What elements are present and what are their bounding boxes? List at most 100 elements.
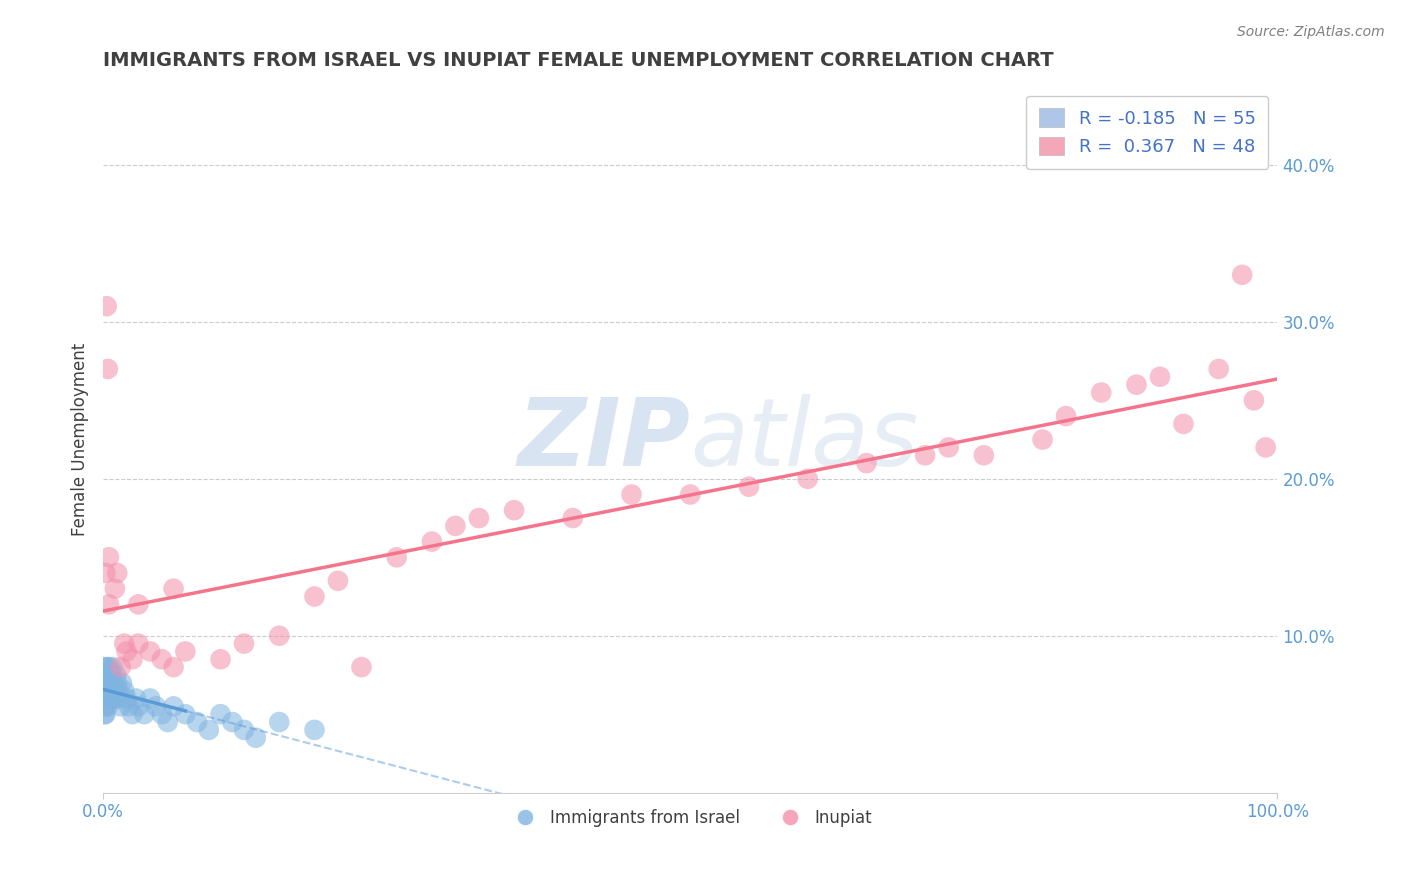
Point bbox=[174, 707, 197, 722]
Point bbox=[100, 668, 122, 682]
Point bbox=[104, 582, 127, 596]
Point bbox=[112, 637, 135, 651]
Point bbox=[420, 534, 443, 549]
Point bbox=[110, 699, 132, 714]
Point bbox=[112, 683, 135, 698]
Point bbox=[94, 683, 117, 698]
Point bbox=[468, 511, 491, 525]
Point bbox=[186, 714, 208, 729]
Point bbox=[1173, 417, 1195, 431]
Point bbox=[209, 707, 232, 722]
Point bbox=[96, 660, 118, 674]
Point bbox=[1208, 362, 1230, 376]
Text: IMMIGRANTS FROM ISRAEL VS INUPIAT FEMALE UNEMPLOYMENT CORRELATION CHART: IMMIGRANTS FROM ISRAEL VS INUPIAT FEMALE… bbox=[103, 51, 1053, 70]
Point bbox=[444, 519, 467, 533]
Point bbox=[121, 707, 143, 722]
Point bbox=[110, 660, 132, 674]
Point bbox=[738, 480, 761, 494]
Point bbox=[1031, 433, 1053, 447]
Point bbox=[162, 660, 184, 674]
Point bbox=[93, 691, 115, 706]
Point bbox=[1254, 441, 1277, 455]
Point bbox=[96, 299, 118, 313]
Point bbox=[233, 723, 256, 737]
Point bbox=[198, 723, 221, 737]
Point bbox=[127, 699, 149, 714]
Point bbox=[93, 660, 115, 674]
Point bbox=[174, 644, 197, 658]
Point bbox=[98, 691, 121, 706]
Point bbox=[1090, 385, 1112, 400]
Point bbox=[98, 675, 121, 690]
Point bbox=[1054, 409, 1077, 423]
Point bbox=[150, 707, 173, 722]
Point bbox=[134, 707, 156, 722]
Point bbox=[118, 699, 141, 714]
Point bbox=[561, 511, 583, 525]
Point bbox=[304, 723, 326, 737]
Point bbox=[97, 675, 120, 690]
Point bbox=[326, 574, 349, 588]
Point bbox=[1230, 268, 1253, 282]
Point bbox=[620, 487, 643, 501]
Point bbox=[94, 699, 117, 714]
Point bbox=[98, 660, 121, 674]
Point bbox=[105, 566, 128, 580]
Point bbox=[101, 683, 124, 698]
Point bbox=[221, 714, 243, 729]
Point bbox=[97, 699, 120, 714]
Point bbox=[1125, 377, 1147, 392]
Point bbox=[269, 714, 291, 729]
Point bbox=[245, 731, 267, 745]
Point bbox=[115, 644, 138, 658]
Point bbox=[796, 472, 818, 486]
Point bbox=[98, 668, 121, 682]
Point bbox=[115, 691, 138, 706]
Point bbox=[269, 629, 291, 643]
Text: Source: ZipAtlas.com: Source: ZipAtlas.com bbox=[1237, 25, 1385, 39]
Point bbox=[503, 503, 526, 517]
Point bbox=[1149, 369, 1171, 384]
Point bbox=[233, 637, 256, 651]
Point bbox=[94, 675, 117, 690]
Text: ZIP: ZIP bbox=[517, 393, 690, 485]
Point bbox=[98, 683, 121, 698]
Point bbox=[150, 652, 173, 666]
Point bbox=[104, 683, 127, 698]
Point bbox=[105, 668, 128, 682]
Point bbox=[105, 675, 128, 690]
Point bbox=[385, 550, 408, 565]
Point bbox=[108, 691, 131, 706]
Text: atlas: atlas bbox=[690, 394, 918, 485]
Point bbox=[127, 598, 149, 612]
Point bbox=[855, 456, 877, 470]
Point bbox=[127, 637, 149, 651]
Point bbox=[103, 675, 125, 690]
Point bbox=[1243, 393, 1265, 408]
Point bbox=[938, 441, 960, 455]
Point bbox=[679, 487, 702, 501]
Point bbox=[139, 691, 162, 706]
Point bbox=[94, 707, 117, 722]
Point bbox=[914, 448, 936, 462]
Point bbox=[98, 550, 121, 565]
Point bbox=[94, 566, 117, 580]
Point bbox=[97, 683, 120, 698]
Point bbox=[973, 448, 995, 462]
Legend: Immigrants from Israel, Inupiat: Immigrants from Israel, Inupiat bbox=[502, 803, 879, 834]
Point bbox=[139, 644, 162, 658]
Point bbox=[101, 660, 124, 674]
Point bbox=[93, 691, 115, 706]
Point bbox=[156, 714, 179, 729]
Point bbox=[162, 699, 184, 714]
Point bbox=[145, 699, 167, 714]
Point bbox=[96, 691, 118, 706]
Point bbox=[93, 707, 115, 722]
Point bbox=[209, 652, 232, 666]
Point bbox=[93, 675, 115, 690]
Point bbox=[107, 683, 129, 698]
Point bbox=[111, 675, 134, 690]
Point bbox=[304, 590, 326, 604]
Point bbox=[98, 598, 121, 612]
Point bbox=[350, 660, 373, 674]
